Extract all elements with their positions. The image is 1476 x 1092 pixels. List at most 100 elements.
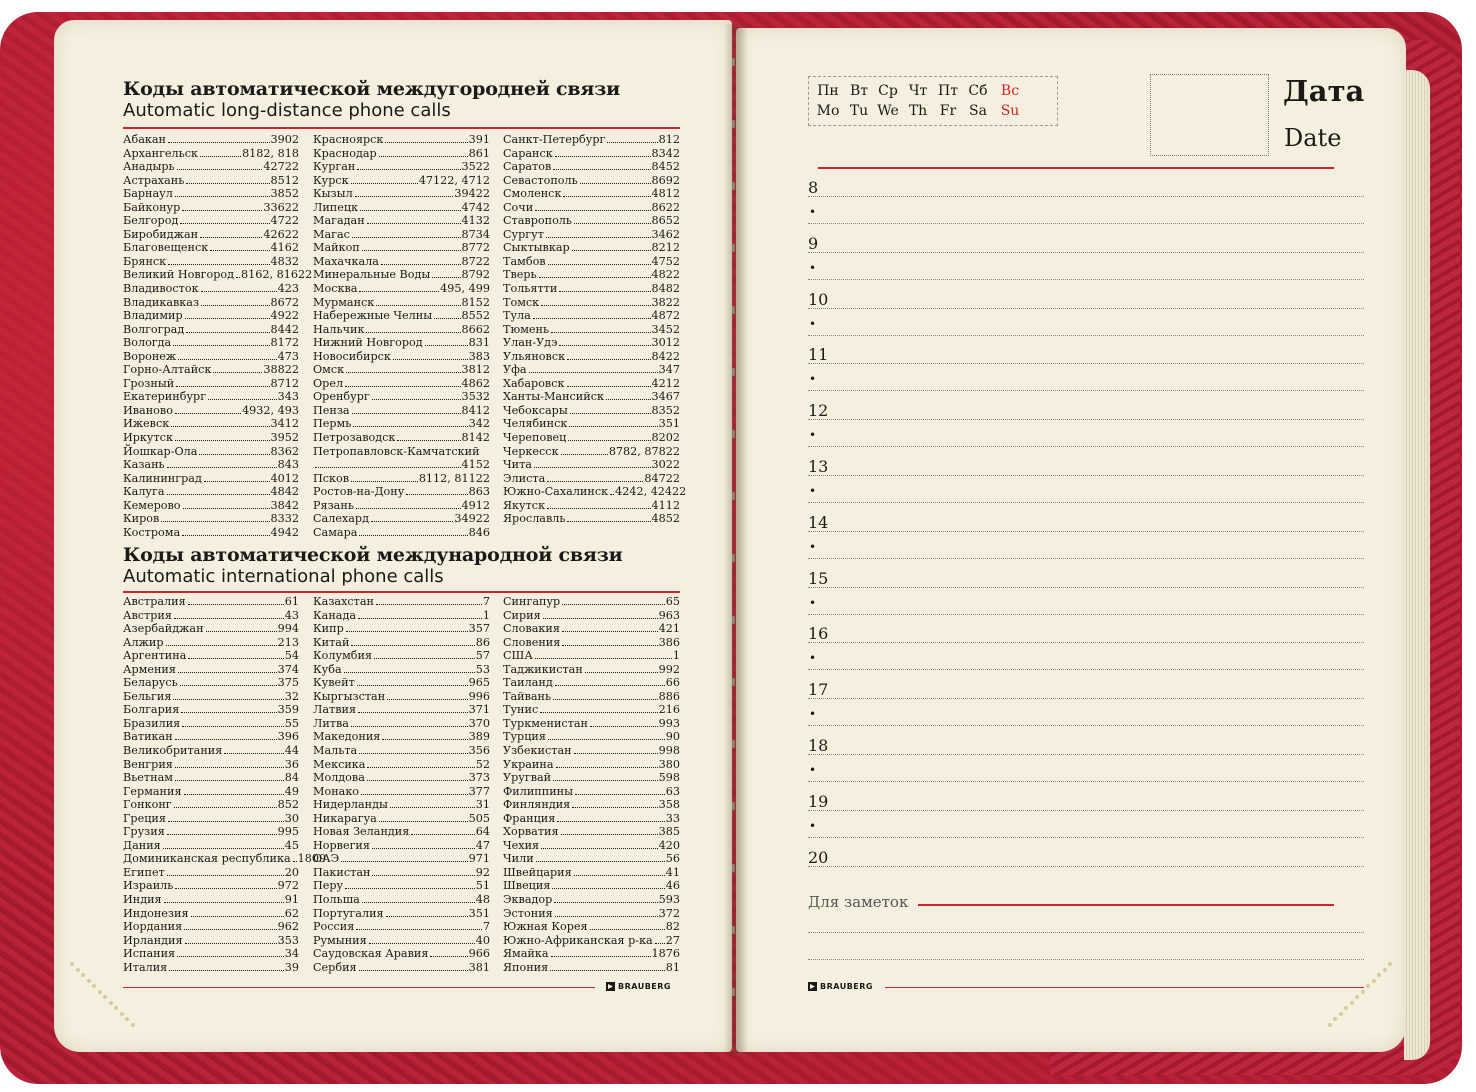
weekday-en[interactable]: Th: [908, 103, 928, 119]
schedule-line[interactable]: [808, 725, 1364, 727]
schedule-line[interactable]: [808, 446, 1364, 448]
entry-leader-dots: [568, 440, 651, 442]
code-entry: Рязань 4912: [313, 499, 490, 513]
schedule-line[interactable]: [808, 809, 1364, 812]
entry-leader-dots: [351, 480, 418, 482]
entry-code: 886: [658, 689, 680, 703]
weekday-ru[interactable]: Вт: [849, 83, 869, 99]
entry-name: Ижевск: [123, 417, 170, 431]
date-input-box[interactable]: [1150, 74, 1269, 156]
schedule-line[interactable]: [808, 390, 1364, 392]
entry-code: 8422: [651, 349, 680, 363]
weekday-ru[interactable]: Ср: [878, 83, 898, 99]
schedule-line[interactable]: [808, 363, 1364, 365]
code-entry: Швейцария 41: [503, 866, 680, 880]
schedule-line[interactable]: [808, 781, 1364, 783]
schedule-line[interactable]: [808, 586, 1364, 589]
entry-leader-dots: [573, 874, 665, 876]
entry-code: 39422: [454, 187, 490, 201]
entry-leader-dots: [371, 847, 475, 849]
entry-code: 46: [665, 879, 680, 893]
entry-name: Кызыл: [313, 187, 353, 201]
perforation-dot: [75, 967, 80, 972]
schedule-line[interactable]: [808, 836, 1364, 839]
entry-name: Липецк: [313, 200, 359, 214]
schedule-line[interactable]: [808, 698, 1364, 700]
entry-name: Грузия: [123, 825, 165, 839]
entry-leader-dots: [350, 182, 418, 184]
weekday-ru[interactable]: Пт: [938, 83, 958, 99]
entry-leader-dots: [173, 617, 284, 619]
schedule-line[interactable]: [808, 865, 1364, 868]
weekday-ru[interactable]: Вс: [1000, 83, 1020, 99]
entry-leader-dots: [434, 318, 461, 320]
code-entry: Биробиджан 42622: [123, 228, 299, 242]
entry-code: 49: [284, 784, 299, 798]
schedule-line[interactable]: [808, 223, 1364, 225]
weekday-ru[interactable]: Чт: [908, 83, 928, 99]
schedule-line[interactable]: [808, 642, 1364, 644]
entry-name: Германия: [123, 784, 182, 798]
entry-name: Казахстан: [313, 595, 374, 608]
weekday-en[interactable]: Sa: [969, 103, 987, 119]
entry-name: Финляндия: [503, 798, 571, 812]
entry-name: Гонконг: [123, 798, 172, 812]
entry-leader-dots: [380, 263, 461, 265]
schedule-line[interactable]: [808, 754, 1364, 756]
weekday-en[interactable]: Su: [1000, 103, 1020, 119]
entry-leader-dots: [552, 888, 665, 890]
entry-name: Петрозаводск: [313, 431, 396, 445]
entry-leader-dots: [385, 915, 468, 917]
entry-code: 4872: [651, 309, 680, 323]
entry-code: 965: [468, 676, 490, 690]
entry-name: Израиль: [123, 879, 174, 893]
code-entry: Владивосток 423: [123, 282, 299, 296]
schedule-line[interactable]: [808, 278, 1364, 281]
weekday-ru[interactable]: Сб: [968, 83, 988, 99]
weekday-en[interactable]: Fr: [939, 103, 957, 119]
perforation-dot: [103, 995, 107, 999]
entry-name: Калининград: [123, 471, 202, 485]
schedule-line[interactable]: [808, 196, 1364, 198]
schedule-line[interactable]: [808, 669, 1364, 671]
entry-leader-dots: [357, 169, 461, 171]
entry-leader-dots: [361, 793, 468, 795]
schedule-line[interactable]: [808, 502, 1364, 504]
schedule-line[interactable]: [808, 557, 1364, 560]
international-column-2: Казахстан 7 Канада 1 Кипр 357 Китай 86 Колумбия 5…: [313, 595, 490, 974]
schedule-line[interactable]: [808, 530, 1364, 533]
code-entry: Дания 45: [123, 839, 299, 853]
entry-name: Кыргызстан: [313, 689, 386, 703]
weekday-en[interactable]: Tu: [849, 103, 869, 119]
weekday-en[interactable]: We: [877, 103, 899, 119]
schedule-line[interactable]: [808, 307, 1364, 310]
entry-name: Великий Новгород: [123, 268, 235, 282]
half-hour-bullet: •: [809, 707, 817, 722]
entry-name: Тамбов: [503, 254, 546, 268]
weekday-ru[interactable]: Пн: [817, 83, 839, 99]
entry-name: Брянск: [123, 254, 167, 268]
code-entry: Санкт-Петербург 812: [503, 133, 680, 147]
entry-name: Таиланд: [503, 676, 553, 690]
entry-name: Россия: [313, 920, 355, 934]
code-entry: Таиланд 66: [503, 676, 680, 690]
schedule-line[interactable]: [808, 475, 1364, 477]
code-entry: Владимир 4922: [123, 309, 299, 323]
entry-leader-dots: [432, 277, 461, 279]
entry-code: 4752: [651, 254, 680, 268]
code-entry: Сербия 381: [313, 961, 490, 975]
entry-code: 8152: [461, 295, 490, 309]
schedule-line[interactable]: [808, 251, 1364, 254]
entry-name: Ватикан: [123, 730, 173, 744]
right-footer-rule: [885, 987, 1364, 988]
perforation-dot: [1344, 1006, 1348, 1010]
weekday-en[interactable]: Mo: [816, 103, 840, 119]
schedule-line[interactable]: [808, 419, 1364, 421]
entry-leader-dots: [528, 372, 658, 374]
code-entry: Португалия 351: [313, 907, 490, 921]
entry-leader-dots: [538, 277, 651, 279]
schedule-line[interactable]: [808, 334, 1364, 337]
schedule-line[interactable]: [808, 613, 1364, 616]
code-entry: Грозный 8712: [123, 377, 299, 391]
entry-code: 47: [475, 838, 490, 852]
